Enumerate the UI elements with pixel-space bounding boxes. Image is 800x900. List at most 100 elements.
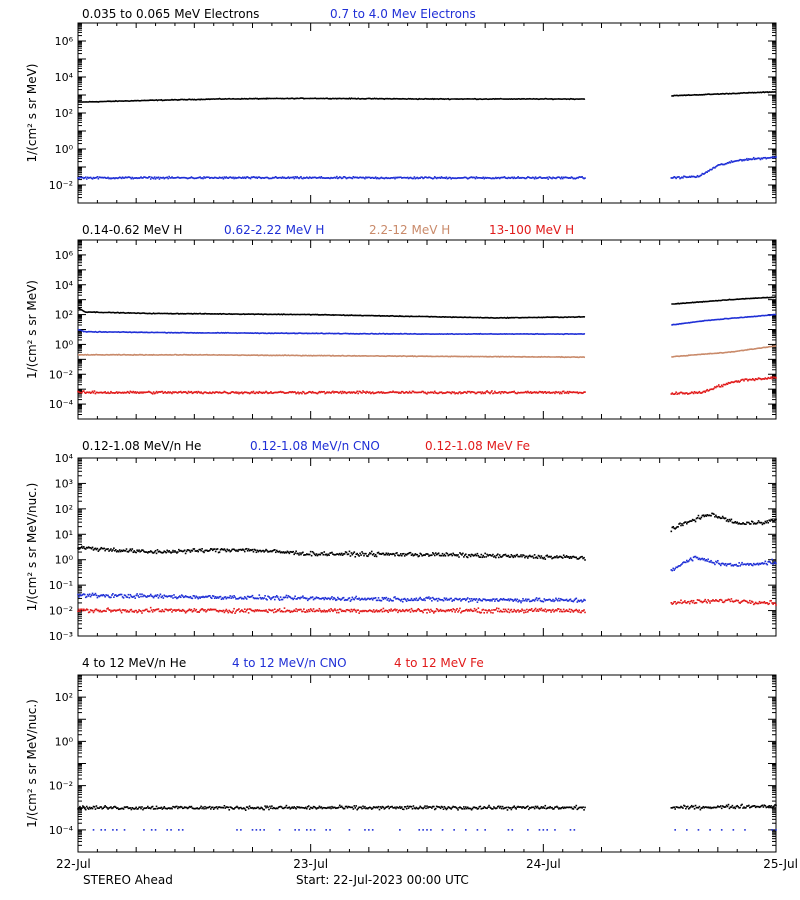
data-point xyxy=(273,596,275,598)
data-point xyxy=(521,608,523,611)
data-point xyxy=(745,563,747,566)
data-point xyxy=(399,598,401,601)
y-tick-label: 10⁻² xyxy=(49,780,73,793)
data-point xyxy=(343,390,346,393)
data-point xyxy=(559,177,562,180)
data-point xyxy=(196,392,199,394)
data-point xyxy=(200,608,202,611)
data-point xyxy=(267,551,269,553)
data-point xyxy=(334,554,336,556)
data-point xyxy=(574,598,577,600)
data-point xyxy=(197,550,200,553)
data-point xyxy=(258,807,261,810)
data-point xyxy=(374,553,377,556)
data-point xyxy=(392,609,394,612)
data-point xyxy=(757,520,760,522)
data-point xyxy=(415,806,418,809)
data-point xyxy=(138,392,140,395)
data-point xyxy=(90,806,93,809)
data-point xyxy=(169,391,171,393)
data-point xyxy=(476,611,479,613)
data-point xyxy=(190,549,193,552)
data-point xyxy=(729,806,732,808)
data-point xyxy=(87,391,90,394)
data-point xyxy=(149,593,152,596)
data-point xyxy=(184,611,187,614)
data-point xyxy=(361,392,363,394)
data-point xyxy=(321,597,324,599)
data-point xyxy=(459,391,461,393)
data-point xyxy=(358,176,360,179)
data-point xyxy=(256,391,259,394)
data-point xyxy=(220,806,223,809)
data-point xyxy=(548,598,550,601)
data-point xyxy=(200,391,202,393)
data-point xyxy=(491,177,493,180)
data-point xyxy=(460,553,462,555)
data-point xyxy=(362,598,364,601)
data-point xyxy=(422,390,424,393)
data-point xyxy=(719,517,722,520)
data-point xyxy=(769,157,771,159)
data-point xyxy=(198,548,200,551)
data-point xyxy=(388,609,390,611)
data-point xyxy=(421,176,423,179)
data-point xyxy=(559,555,562,558)
data-point xyxy=(411,599,414,602)
data-point xyxy=(325,597,327,600)
data-point xyxy=(161,390,164,393)
data-point xyxy=(768,519,771,522)
data-point xyxy=(674,392,676,395)
data-point xyxy=(671,526,674,529)
data-point xyxy=(765,521,768,524)
data-point xyxy=(583,556,585,559)
data-point xyxy=(469,608,472,611)
data-point xyxy=(431,177,433,180)
data-point xyxy=(486,611,488,614)
data-point xyxy=(564,807,567,809)
data-point xyxy=(228,609,231,612)
data-point xyxy=(122,392,125,394)
data-point xyxy=(775,829,777,831)
data-point xyxy=(290,807,293,809)
data-point xyxy=(117,594,120,596)
data-point xyxy=(366,177,368,179)
data-point xyxy=(168,595,170,597)
data-point xyxy=(240,596,242,599)
data-point xyxy=(336,611,338,614)
data-point xyxy=(459,607,461,610)
data-point xyxy=(544,177,547,179)
data-point xyxy=(422,554,424,557)
data-point xyxy=(500,807,503,810)
data-point xyxy=(560,392,563,395)
data-point xyxy=(329,610,331,613)
data-point xyxy=(697,391,700,394)
data-point xyxy=(458,598,460,601)
data-point xyxy=(419,805,422,808)
data-point xyxy=(166,596,168,598)
data-point xyxy=(224,549,227,552)
data-point xyxy=(703,600,706,603)
data-point xyxy=(489,554,491,556)
data-point xyxy=(760,521,763,524)
data-point xyxy=(306,805,309,808)
data-point xyxy=(291,390,294,393)
data-point xyxy=(379,391,382,394)
data-point xyxy=(288,609,291,612)
data-point xyxy=(584,806,586,809)
data-point xyxy=(496,392,499,394)
data-point xyxy=(688,392,691,395)
data-point xyxy=(391,599,393,602)
data-point xyxy=(455,392,457,394)
data-point xyxy=(534,556,537,559)
data-point xyxy=(114,392,116,394)
data-point xyxy=(748,601,750,604)
data-point xyxy=(500,610,503,613)
data-point xyxy=(483,598,485,601)
data-point xyxy=(711,600,713,602)
data-point xyxy=(305,177,307,179)
data-point xyxy=(516,598,518,601)
data-point xyxy=(110,177,112,180)
data-point xyxy=(230,550,232,552)
data-point xyxy=(565,392,568,394)
